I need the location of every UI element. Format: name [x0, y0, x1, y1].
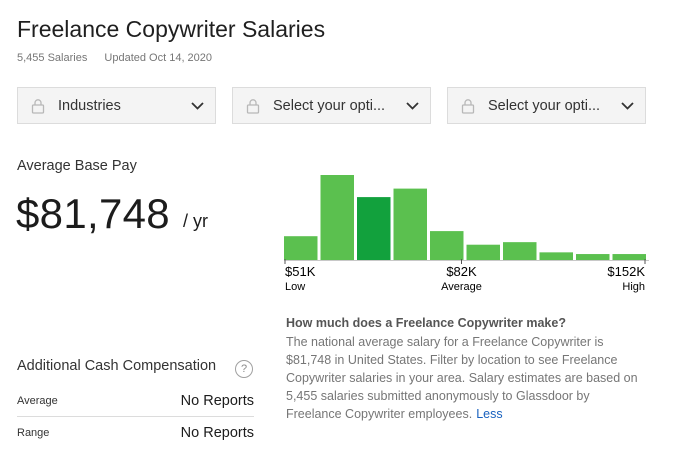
filter-dropdown-3[interactable]: Select your opti...	[447, 87, 646, 124]
filter-dropdown-3-label: Select your opti...	[488, 97, 601, 114]
salary-description-text: The national average salary for a Freela…	[286, 335, 638, 421]
industries-dropdown[interactable]: Industries	[17, 87, 216, 124]
filter-dropdown-2-label: Select your opti...	[273, 97, 386, 114]
chevron-down-icon	[609, 101, 645, 110]
industries-dropdown-label: Industries	[58, 97, 121, 114]
updated-date: Updated Oct 14, 2020	[104, 52, 213, 64]
pay-period-unit: / yr	[183, 211, 208, 231]
average-base-pay-value: $81,748	[16, 190, 170, 237]
page-meta: 5,455 Salaries Updated Oct 14, 2020	[17, 52, 212, 64]
range-label: Range	[17, 426, 50, 439]
axis-high-label: High	[622, 281, 645, 293]
average-label: Average	[17, 394, 58, 407]
axis-low-label: Low	[285, 281, 305, 293]
chevron-down-icon	[179, 101, 215, 110]
histogram-bar-6	[466, 244, 500, 260]
axis-low-value: $51K	[285, 264, 316, 279]
lock-icon	[18, 98, 58, 114]
lock-icon	[233, 98, 273, 114]
axis-average: $82K Average	[441, 259, 482, 293]
salary-question: How much does a Freelance Copywriter mak…	[286, 316, 566, 330]
lock-icon	[448, 98, 488, 114]
histogram-bar-10	[612, 254, 646, 260]
average-base-pay-label: Average Base Pay	[17, 158, 137, 174]
additional-cash-title: Additional Cash Compensation	[17, 358, 217, 374]
chevron-down-icon	[394, 101, 430, 110]
histogram-bar-4	[393, 188, 427, 260]
salary-description: The national average salary for a Freela…	[286, 333, 644, 423]
less-link[interactable]: Less	[476, 407, 503, 421]
histogram-bar-3	[357, 197, 391, 260]
average-value: No Reports	[180, 392, 254, 409]
axis-high: $152K High	[607, 259, 646, 293]
histogram-bar-8	[539, 252, 573, 260]
histogram-bar-7	[503, 242, 537, 260]
additional-cash-range-row: Range No Reports	[17, 417, 254, 448]
histogram-bars	[284, 175, 646, 260]
histogram-bar-1	[284, 236, 318, 260]
divider	[17, 416, 254, 417]
salary-histogram: $51K Low $82K Average $152K High	[284, 175, 649, 293]
salary-count: 5,455 Salaries	[17, 52, 88, 64]
axis-average-value: $82K	[446, 264, 477, 279]
filter-dropdown-2[interactable]: Select your opti...	[232, 87, 431, 124]
axis-low: $51K Low	[284, 259, 316, 293]
axis-high-value: $152K	[607, 264, 645, 279]
page-title: Freelance Copywriter Salaries	[17, 16, 326, 42]
histogram-bar-9	[576, 254, 610, 260]
histogram-bar-5	[430, 231, 464, 260]
axis-average-label: Average	[441, 281, 482, 293]
range-value: No Reports	[180, 424, 254, 441]
histogram-bar-2	[320, 175, 354, 260]
additional-cash-average-row: Average No Reports	[17, 385, 254, 416]
help-icon[interactable]: ?	[235, 360, 253, 378]
